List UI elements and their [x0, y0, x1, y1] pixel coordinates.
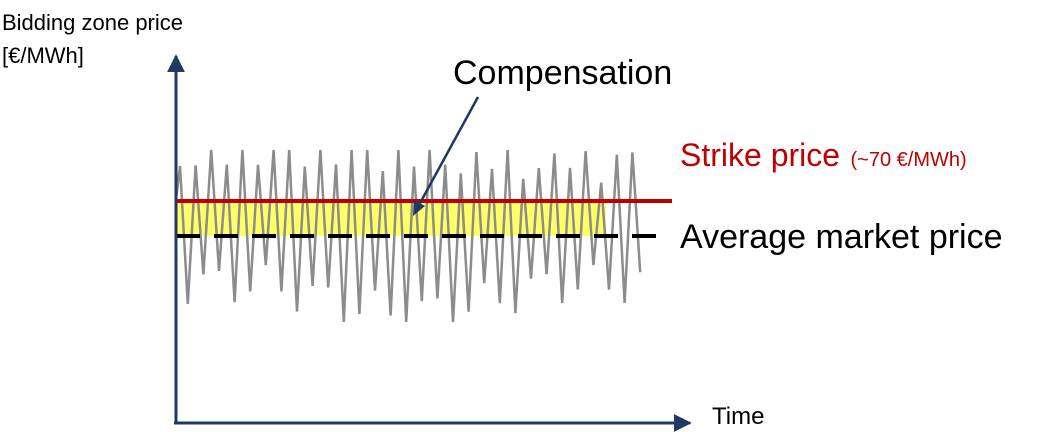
price-series-line: [174, 149, 642, 323]
strike-price-value-note: (~70 €/MWh): [851, 149, 967, 171]
x-axis-label: Time: [712, 403, 764, 430]
average-price-label: Average market price: [680, 218, 1003, 256]
compensation-pointer-arrowhead: [413, 200, 425, 216]
strike-price-label-main: Strike price: [680, 137, 840, 173]
compensation-pointer-line: [417, 96, 480, 206]
y-axis-label-line2: [€/MWh]: [2, 43, 84, 68]
y-axis-label-line1: Bidding zone price: [2, 10, 183, 35]
compensation-label: Compensation: [453, 54, 672, 92]
strike-price-label: Strike price (~70 €/MWh): [680, 137, 967, 173]
